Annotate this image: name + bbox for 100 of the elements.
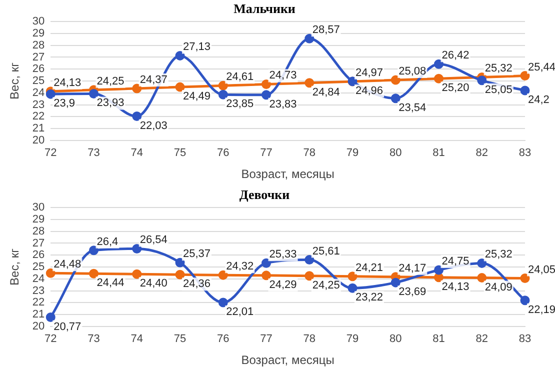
y-tick-label: 30 xyxy=(32,16,45,28)
x-tick-label: 83 xyxy=(518,147,532,160)
x-tick-label: 79 xyxy=(346,147,359,160)
x-tick-label: 83 xyxy=(518,333,532,346)
data-label: 24,84 xyxy=(312,86,340,98)
data-label: 23,69 xyxy=(398,286,426,298)
data-label: 23,22 xyxy=(356,292,384,304)
data-label: 24,73 xyxy=(269,70,297,82)
chart-title: Девочки xyxy=(239,187,290,202)
x-tick-label: 80 xyxy=(390,147,402,160)
data-label: 25,08 xyxy=(398,66,426,78)
data-label: 23,93 xyxy=(96,97,124,110)
data-label: 25,05 xyxy=(484,84,512,96)
x-tick-label: 79 xyxy=(346,333,359,346)
data-label: 24,13 xyxy=(54,76,82,89)
data-label: 26,42 xyxy=(442,50,470,62)
data-label: 25,32 xyxy=(484,248,512,261)
data-label: 24,29 xyxy=(269,278,297,291)
y-tick-label: 25 xyxy=(32,261,45,274)
y-tick-label: 27 xyxy=(32,51,45,64)
data-label: 24,37 xyxy=(140,74,168,86)
x-tick-label: 78 xyxy=(303,147,316,160)
y-axis-title: Вес, кг xyxy=(8,248,22,286)
data-label: 26,54 xyxy=(140,234,168,246)
x-tick-label: 72 xyxy=(44,333,57,346)
data-label: 25,32 xyxy=(484,62,512,75)
data-label: 24,40 xyxy=(140,278,168,290)
y-tick-label: 22 xyxy=(32,296,45,309)
y-tick-label: 26 xyxy=(32,63,45,76)
data-label: 24,96 xyxy=(356,85,384,98)
x-tick-label: 75 xyxy=(174,333,186,346)
y-tick-label: 27 xyxy=(32,237,45,250)
data-label: 24,36 xyxy=(183,278,211,290)
x-tick-label: 81 xyxy=(432,147,445,160)
x-tick-label: 77 xyxy=(260,147,272,160)
data-label: 24,32 xyxy=(226,260,254,273)
y-tick-label: 25 xyxy=(32,75,45,88)
y-tick-label: 24 xyxy=(32,86,45,99)
data-label: 24,09 xyxy=(484,281,512,294)
data-label: 25,37 xyxy=(183,248,211,260)
data-label: 27,13 xyxy=(183,41,211,54)
data-label: 23,54 xyxy=(398,102,426,114)
data-label: 24,97 xyxy=(356,66,384,79)
x-tick-label: 73 xyxy=(88,333,100,346)
y-tick-label: 23 xyxy=(32,98,45,111)
data-label: 24,05 xyxy=(528,264,555,276)
data-label: 26,4 xyxy=(96,236,118,248)
x-tick-label: 74 xyxy=(130,333,144,346)
x-tick-label: 80 xyxy=(390,333,402,346)
x-tick-label: 72 xyxy=(44,147,57,160)
y-tick-label: 21 xyxy=(32,122,45,135)
y-axis-title: Вес, кг xyxy=(8,62,22,100)
data-label: 24,61 xyxy=(226,71,254,84)
x-tick-label: 82 xyxy=(476,333,488,346)
x-tick-label: 81 xyxy=(432,333,445,346)
data-label: 28,57 xyxy=(312,24,340,36)
data-label: 22,19 xyxy=(528,304,555,316)
y-tick-label: 28 xyxy=(32,39,45,52)
data-label: 25,44 xyxy=(528,61,555,74)
x-tick-label: 76 xyxy=(217,333,230,346)
data-label: 25,33 xyxy=(269,248,297,261)
data-label: 22,01 xyxy=(226,306,254,318)
x-axis-title: Возраст, месяцы xyxy=(241,353,334,368)
data-label: 24,2 xyxy=(528,94,550,106)
data-label: 25,20 xyxy=(442,82,470,94)
y-tick-label: 22 xyxy=(32,110,45,123)
x-tick-label: 75 xyxy=(174,147,186,160)
data-label: 24,44 xyxy=(96,277,124,290)
x-axis-title: Возраст, месяцы xyxy=(241,167,334,182)
x-tick-label: 76 xyxy=(217,147,230,160)
data-label: 24,25 xyxy=(312,279,340,292)
x-tick-label: 77 xyxy=(260,333,272,346)
x-tick-label: 74 xyxy=(130,147,144,160)
data-label: 23,83 xyxy=(269,98,297,110)
data-label: 23,85 xyxy=(226,98,254,110)
chart-title: Мальчики xyxy=(234,1,296,16)
data-label: 24,21 xyxy=(356,262,384,274)
y-tick-label: 26 xyxy=(32,249,45,262)
data-label: 24,49 xyxy=(183,90,211,103)
x-tick-label: 78 xyxy=(303,333,316,346)
x-tick-label: 82 xyxy=(476,147,488,160)
y-tick-label: 28 xyxy=(32,225,45,238)
data-label: 20,77 xyxy=(54,320,82,333)
data-label: 24,17 xyxy=(398,262,426,274)
x-tick-label: 73 xyxy=(88,147,100,160)
data-label: 25,61 xyxy=(312,245,340,258)
data-label: 22,03 xyxy=(140,120,168,132)
data-label: 24,13 xyxy=(442,280,470,293)
data-label: 24,48 xyxy=(54,258,82,271)
y-tick-label: 20 xyxy=(32,134,45,146)
data-label: 23,9 xyxy=(54,98,76,110)
data-label: 24,25 xyxy=(96,75,124,88)
data-label: 24,75 xyxy=(442,256,470,268)
y-tick-label: 29 xyxy=(32,28,45,40)
y-tick-label: 23 xyxy=(32,284,45,297)
y-tick-label: 30 xyxy=(32,202,45,214)
y-tick-label: 29 xyxy=(32,214,45,226)
y-tick-label: 24 xyxy=(32,272,45,285)
y-tick-label: 20 xyxy=(32,320,45,332)
y-tick-label: 21 xyxy=(32,308,45,321)
